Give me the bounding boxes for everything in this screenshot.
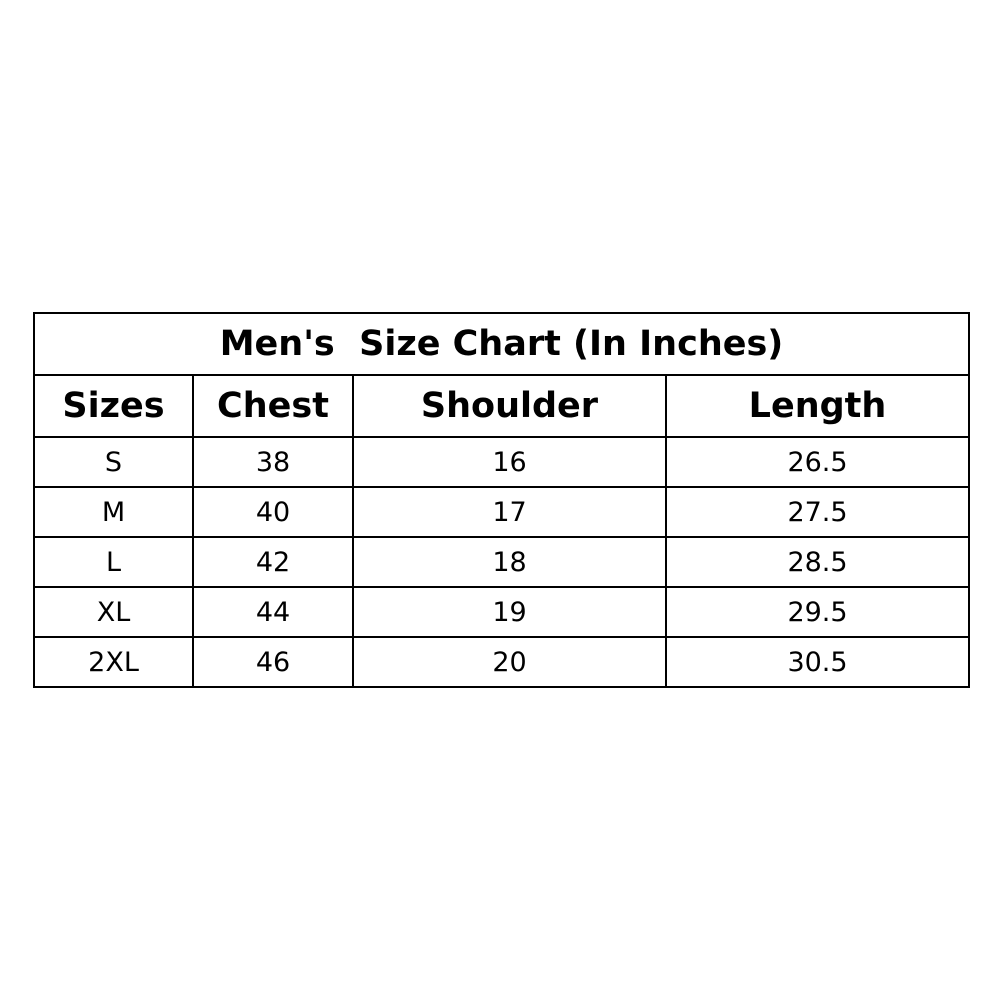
- cell-chest: 46: [192, 636, 354, 688]
- cell-length: 30.5: [664, 636, 971, 688]
- cell-shoulder: 17: [352, 486, 667, 538]
- column-header-length: Length: [664, 374, 971, 438]
- column-header-shoulder: Shoulder: [352, 374, 667, 438]
- table-title: Men's Size Chart (In Inches): [32, 312, 971, 376]
- size-chart-table: Men's Size Chart (In Inches) Sizes Chest…: [32, 312, 971, 688]
- column-header-chest: Chest: [192, 374, 354, 438]
- cell-length: 27.5: [664, 486, 971, 538]
- cell-shoulder: 16: [352, 436, 667, 488]
- cell-chest: 40: [192, 486, 354, 538]
- cell-size: S: [33, 436, 194, 488]
- cell-size: M: [33, 486, 194, 538]
- table-row: S 38 16 26.5: [33, 436, 971, 488]
- cell-size: XL: [33, 586, 194, 638]
- cell-chest: 44: [192, 586, 354, 638]
- table-row: 2XL 46 20 30.5: [33, 636, 971, 688]
- cell-length: 28.5: [664, 536, 971, 588]
- cell-size: L: [33, 536, 194, 588]
- header-row: Sizes Chest Shoulder Length: [33, 374, 971, 438]
- cell-length: 29.5: [664, 586, 971, 638]
- column-header-sizes: Sizes: [33, 374, 194, 438]
- cell-length: 26.5: [664, 436, 971, 488]
- cell-shoulder: 20: [352, 636, 667, 688]
- table-row: L 42 18 28.5: [33, 536, 971, 588]
- cell-shoulder: 19: [352, 586, 667, 638]
- cell-chest: 42: [192, 536, 354, 588]
- cell-size: 2XL: [33, 636, 194, 688]
- table-row: M 40 17 27.5: [33, 486, 971, 538]
- title-row: Men's Size Chart (In Inches): [32, 312, 971, 376]
- table-row: XL 44 19 29.5: [33, 586, 971, 638]
- cell-shoulder: 18: [352, 536, 667, 588]
- cell-chest: 38: [192, 436, 354, 488]
